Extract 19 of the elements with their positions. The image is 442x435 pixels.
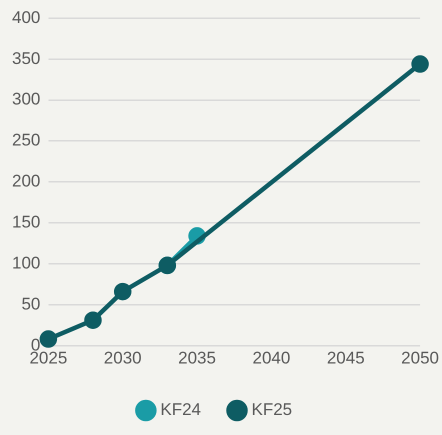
point	[40, 330, 58, 348]
y-tick-label: 100	[12, 253, 40, 272]
x-tick-label: 2035	[178, 348, 216, 368]
y-tick-label: 400	[12, 8, 40, 27]
x-tick-label: 2030	[104, 348, 142, 368]
x-tick-label: 2040	[252, 348, 290, 368]
y-tick-label: 200	[12, 172, 40, 191]
point	[411, 55, 429, 73]
y-tick-label: 150	[12, 212, 40, 232]
point	[84, 311, 102, 329]
point	[114, 282, 132, 300]
x-tick-label: 2045	[326, 348, 365, 368]
legend-label: KF24	[160, 400, 202, 420]
legend-label: KF25	[252, 400, 292, 420]
y-tick-label: 300	[12, 90, 40, 109]
y-tick-label: 250	[12, 130, 40, 150]
y-tick-label: 50	[21, 294, 40, 314]
y-tick-label: 350	[12, 48, 40, 68]
x-tick-label: 2050	[401, 348, 440, 368]
